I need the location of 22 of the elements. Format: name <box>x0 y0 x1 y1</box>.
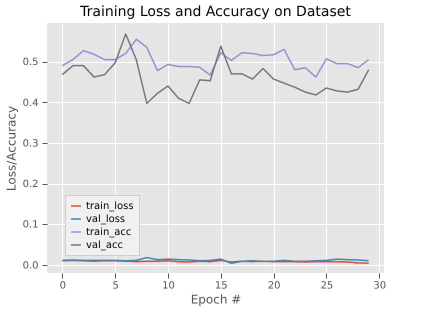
x-tick-label: 20 <box>268 280 280 292</box>
y-tick-label: 0.1 <box>22 220 38 231</box>
y-tick-label: 0.5 <box>22 57 38 68</box>
y-tick-label: 0.3 <box>22 138 38 150</box>
legend-label: val_loss <box>86 214 126 225</box>
legend-label: val_acc <box>86 240 123 251</box>
x-tick-label: 30 <box>373 280 386 292</box>
y-tick-label: 0.0 <box>22 260 38 272</box>
legend-label: train_acc <box>86 227 132 238</box>
y-tick-label: 0.4 <box>22 98 38 109</box>
x-axis-title: Epoch # <box>190 292 242 306</box>
x-tick-label: 25 <box>320 280 334 292</box>
x-tick-label: 5 <box>112 280 119 292</box>
y-axis-title: Loss/Accuracy <box>4 106 19 192</box>
x-tick-label: 15 <box>214 280 228 292</box>
line-series <box>62 38 370 78</box>
x-tick-label: 10 <box>162 280 175 292</box>
x-tick-label: 0 <box>60 280 66 292</box>
legend-label: train_loss <box>86 201 134 212</box>
chart-title: Training Loss and Accuracy on Dataset <box>79 4 352 20</box>
line-series <box>62 33 370 104</box>
y-tick-label: 0.2 <box>22 179 38 190</box>
